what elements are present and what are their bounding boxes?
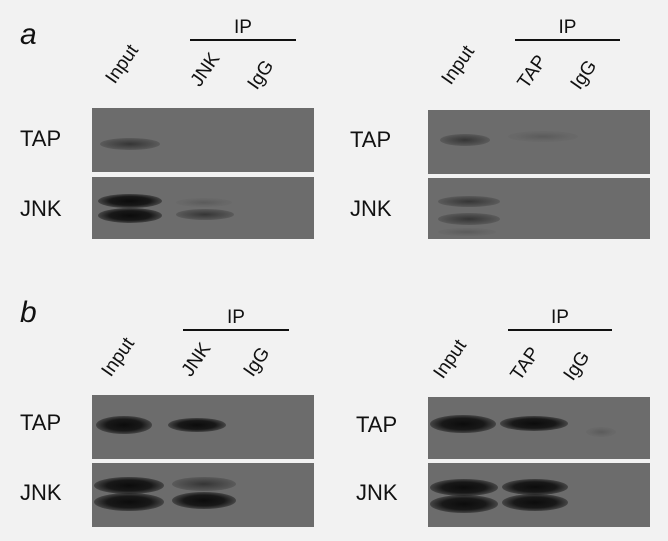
row-label-tap: TAP <box>356 412 398 437</box>
lane-label-input: Input <box>97 333 140 381</box>
blot-jnk-b-right <box>428 463 650 527</box>
blot-tap-a-right <box>428 110 650 174</box>
band <box>100 138 160 150</box>
blot-jnk-b-left <box>92 463 314 527</box>
panel-letter-a: a <box>20 18 37 51</box>
band <box>502 479 568 495</box>
row-label-tap: TAP <box>20 410 62 435</box>
band <box>94 477 164 494</box>
band <box>172 492 236 509</box>
band <box>430 495 498 513</box>
row-label-tap: TAP <box>20 126 62 151</box>
band <box>586 427 616 437</box>
ip-bracket-line <box>515 39 620 41</box>
ip-bracket-line <box>190 39 296 41</box>
panel-letter-b: b <box>20 296 37 329</box>
band <box>430 479 498 496</box>
blot-tap-b-left <box>92 395 314 459</box>
row-label-jnk: JNK <box>356 480 398 505</box>
band <box>438 196 500 207</box>
band <box>168 418 226 432</box>
lane-label-igg: IgG <box>559 347 595 385</box>
band <box>508 131 578 142</box>
blot-tap-a-left <box>92 108 314 172</box>
band <box>172 477 236 491</box>
lane-label-jnk: JNK <box>177 339 216 381</box>
row-label-jnk: JNK <box>20 480 62 505</box>
band <box>176 209 234 220</box>
lane-label-igg: IgG <box>239 343 275 381</box>
blot-jnk-a-left <box>92 177 314 239</box>
row-label-jnk: JNK <box>20 196 62 221</box>
lane-label-input: Input <box>429 335 472 383</box>
ip-label: IP <box>551 307 569 328</box>
band <box>176 198 232 207</box>
lane-label-input: Input <box>437 41 480 89</box>
row-label-jnk: JNK <box>350 196 392 221</box>
ip-bracket-line <box>508 329 612 331</box>
blot-jnk-a-right <box>428 178 650 239</box>
ip-label: IP <box>234 17 252 38</box>
blot-tap-b-right <box>428 397 650 459</box>
lane-label-jnk: JNK <box>186 49 225 91</box>
band <box>500 416 568 431</box>
lane-label-igg: IgG <box>566 56 602 94</box>
row-label-tap: TAP <box>350 127 392 152</box>
lane-label-tap: TAP <box>506 343 545 385</box>
lane-label-tap: TAP <box>513 51 552 93</box>
band <box>440 134 490 146</box>
band <box>96 416 152 434</box>
ip-label: IP <box>558 17 577 38</box>
lane-label-igg: IgG <box>243 56 279 94</box>
band <box>438 228 496 236</box>
ip-bracket-line <box>183 329 289 331</box>
band <box>502 494 568 511</box>
band <box>98 208 162 223</box>
ip-label: IP <box>227 307 245 328</box>
band <box>98 194 162 208</box>
band <box>438 213 500 225</box>
band <box>430 415 496 433</box>
band <box>94 493 164 511</box>
lane-label-input: Input <box>101 40 144 88</box>
